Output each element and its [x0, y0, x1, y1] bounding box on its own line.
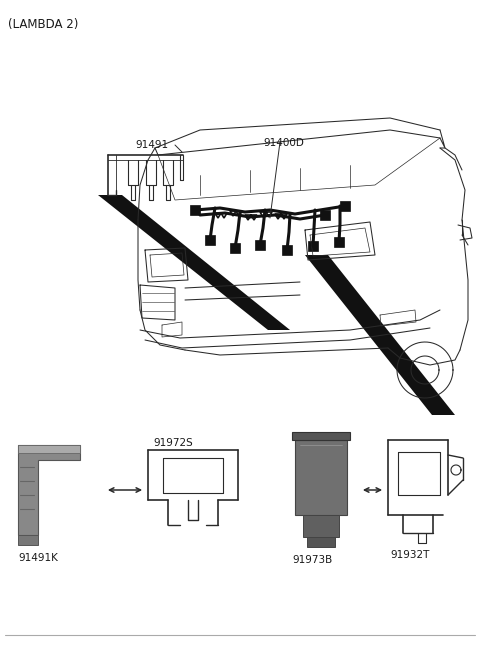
Polygon shape: [230, 243, 240, 253]
Polygon shape: [305, 255, 455, 415]
Polygon shape: [303, 515, 339, 537]
Polygon shape: [295, 440, 347, 515]
Polygon shape: [18, 445, 80, 535]
Polygon shape: [190, 205, 200, 215]
Polygon shape: [205, 235, 215, 245]
Polygon shape: [18, 445, 80, 453]
Text: (LAMBDA 2): (LAMBDA 2): [8, 18, 78, 31]
Polygon shape: [334, 237, 344, 247]
Text: 91972S: 91972S: [153, 438, 193, 448]
Text: 91973B: 91973B: [292, 555, 332, 565]
Text: 91932T: 91932T: [390, 550, 430, 560]
Polygon shape: [98, 195, 290, 330]
Polygon shape: [255, 240, 265, 250]
Polygon shape: [307, 537, 335, 547]
Polygon shape: [340, 201, 350, 211]
Polygon shape: [18, 535, 38, 545]
Polygon shape: [308, 241, 318, 251]
Text: 91491K: 91491K: [18, 553, 58, 563]
Polygon shape: [282, 245, 292, 255]
Polygon shape: [320, 210, 330, 220]
Polygon shape: [292, 432, 350, 440]
Text: 91491: 91491: [135, 140, 168, 150]
Text: 91400D: 91400D: [263, 138, 304, 148]
